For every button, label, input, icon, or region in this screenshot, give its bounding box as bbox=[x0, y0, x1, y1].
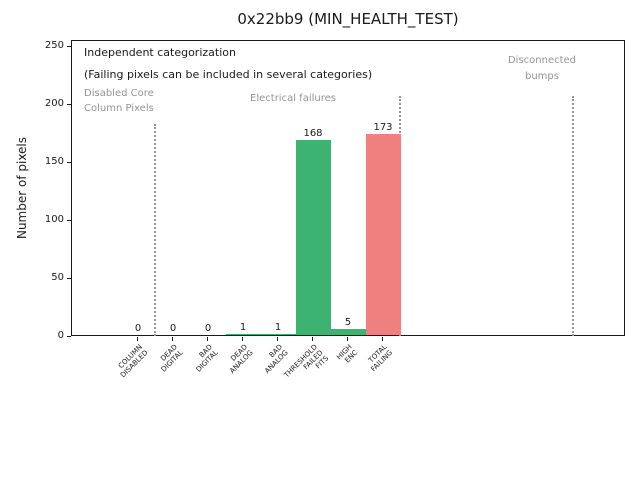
bar-value-label: 173 bbox=[373, 122, 393, 133]
x-tick-mark bbox=[312, 337, 313, 341]
y-tick-label: 250 bbox=[44, 40, 64, 51]
bar-threshold-failed-fits bbox=[295, 140, 331, 335]
y-tick-label: 100 bbox=[44, 214, 64, 225]
x-tick-label-high-enc: HIGH ENC bbox=[335, 343, 360, 365]
x-tick-mark bbox=[172, 337, 173, 341]
separator-disconnected-bumps-line bbox=[572, 96, 574, 336]
y-tick-label: 150 bbox=[44, 156, 64, 167]
x-tick-mark bbox=[382, 337, 383, 341]
bar-value-label: 0 bbox=[134, 323, 142, 334]
x-tick-mark bbox=[277, 337, 278, 341]
x-tick-mark bbox=[242, 337, 243, 341]
y-tick-mark bbox=[67, 46, 71, 47]
y-tick-mark bbox=[67, 104, 71, 105]
x-tick-mark bbox=[137, 337, 138, 341]
x-tick-label-bad-digital: BAD DIGITAL bbox=[194, 343, 220, 374]
y-axis-label: Number of pixels bbox=[15, 136, 29, 240]
annotation-disabled-core-column-pixels: Disabled Core Column Pixels bbox=[84, 88, 154, 114]
bar-value-label: 1 bbox=[274, 322, 282, 333]
bar-value-label: 1 bbox=[239, 322, 247, 333]
x-tick-mark bbox=[347, 337, 348, 341]
x-tick-mark bbox=[207, 337, 208, 341]
bar-value-label: 168 bbox=[303, 128, 323, 139]
x-tick-label-total-failing: TOTAL FAILING bbox=[367, 343, 395, 374]
annotation-independent-categorization: Independent categorization bbox=[84, 46, 236, 59]
bar-value-label: 0 bbox=[204, 323, 212, 334]
bar-high-enc bbox=[330, 329, 366, 335]
chart-title: 0x22bb9 (MIN_HEALTH_TEST) bbox=[237, 10, 459, 28]
y-tick-mark bbox=[67, 162, 71, 163]
x-tick-label-column-disabled: COLUMN DISABLED bbox=[116, 343, 150, 380]
y-tick-label: 0 bbox=[57, 330, 64, 341]
annotation-electrical-failures: Electrical failures bbox=[250, 93, 336, 104]
y-tick-mark bbox=[67, 336, 71, 337]
bar-dead-analog bbox=[225, 334, 261, 335]
y-tick-label: 50 bbox=[51, 272, 64, 283]
separator-disabled-core-line bbox=[154, 124, 156, 336]
y-tick-mark bbox=[67, 220, 71, 221]
x-tick-label-dead-analog: DEAD ANALOG bbox=[227, 343, 255, 376]
bar-value-label: 0 bbox=[169, 323, 177, 334]
y-tick-label: 200 bbox=[44, 98, 64, 109]
plot-area: Independent categorization (Failing pixe… bbox=[71, 40, 625, 336]
bar-bad-analog bbox=[260, 334, 296, 335]
annotation-disconnected-bumps: Disconnected bumps bbox=[507, 55, 577, 82]
y-tick-mark bbox=[67, 278, 71, 279]
bar-total-failing bbox=[365, 134, 401, 335]
x-tick-label-dead-digital: DEAD DIGITAL bbox=[158, 343, 185, 374]
bar-value-label: 5 bbox=[344, 317, 352, 328]
x-tick-label-threshold-failed-fits: THRESHOLD FAILED FITS bbox=[282, 343, 330, 380]
annotation-failing-note: (Failing pixels can be included in sever… bbox=[84, 68, 373, 81]
